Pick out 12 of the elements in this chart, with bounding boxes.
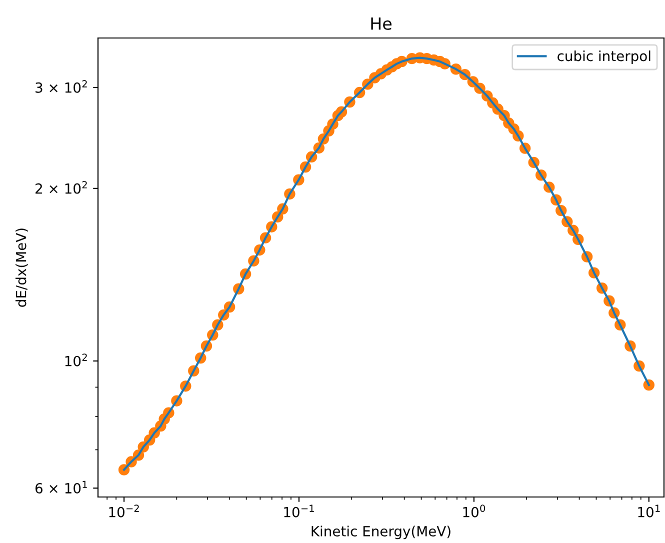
x-tick-label: 10$^{1}$	[638, 504, 660, 518]
y-tick-label: 10$^{2}$	[65, 354, 87, 366]
x-tick-label: 10$^{0}$	[463, 504, 486, 518]
legend-label: cubic interpol	[558, 50, 650, 64]
x-tick-label: 10$^{−2}$	[109, 504, 139, 518]
y-axis-title: dE/dx(MeV)	[16, 228, 28, 307]
chart-title: He	[371, 18, 392, 30]
y-tick-label: 2 × 10$^{2}$	[36, 181, 87, 194]
x-tick-label: 10$^{−1}$	[284, 504, 314, 518]
y-tick-label: 3 × 10$^{2}$	[36, 80, 87, 93]
x-axis-title: Kinetic Energy(MeV)	[312, 526, 450, 540]
y-tick-label: 6 × 10$^{1}$	[36, 480, 87, 494]
